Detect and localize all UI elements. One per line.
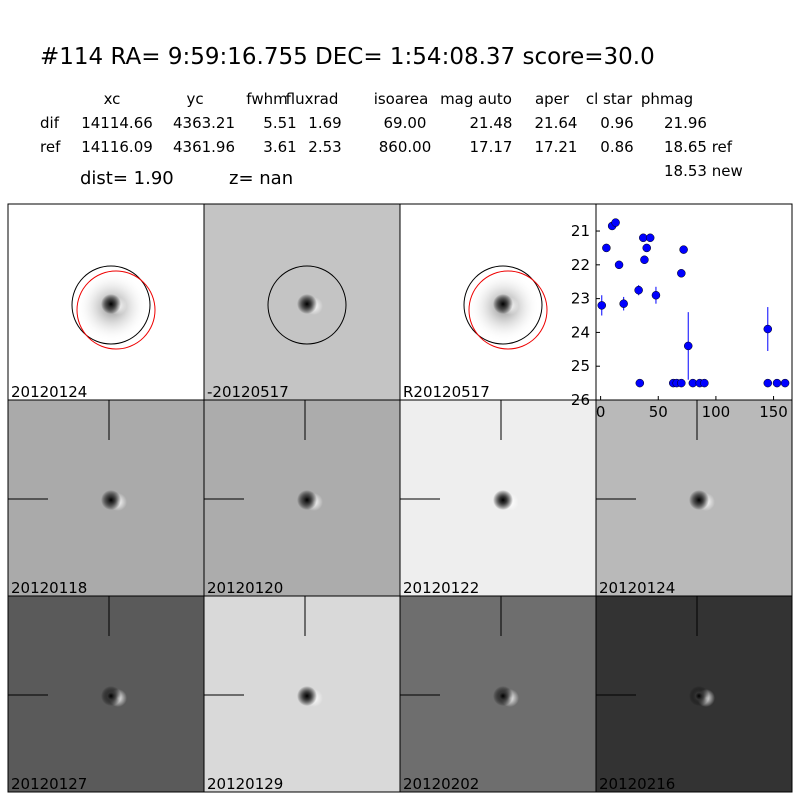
point (602, 243, 611, 253)
column-header: isoarea (374, 90, 429, 108)
panel-label: 20120127 (11, 775, 87, 793)
x-tick-label: 50 (649, 403, 668, 421)
point (651, 290, 661, 300)
column-header: xc (104, 90, 121, 108)
aperture-ref (468, 270, 548, 350)
plot: 0 50 100 150 21 22 23 24 25 26 (571, 203, 793, 421)
source (689, 490, 709, 510)
source (297, 294, 317, 314)
panel-label: 20120216 (599, 775, 675, 793)
panel-label: -20120517 (207, 383, 289, 401)
table-cell: 2.53 (308, 138, 341, 156)
point (634, 285, 643, 295)
source (101, 490, 121, 510)
panel-label: 20120122 (403, 579, 479, 597)
table-cell: 1.69 (308, 114, 341, 132)
table-cell: 4363.21 (173, 114, 235, 132)
aperture (71, 265, 151, 345)
column-header: phmag (641, 90, 693, 108)
panel-label: 20120120 (207, 579, 283, 597)
table-cell: 14116.09 (81, 138, 153, 156)
table-cell: 21.48 (470, 114, 513, 132)
point (635, 378, 645, 388)
source (493, 686, 513, 706)
extra: 18.53 new (664, 162, 743, 180)
source (297, 686, 317, 706)
y-tick-label: 24 (571, 323, 590, 341)
x-tick-label: 0 (596, 403, 606, 421)
point (611, 218, 620, 227)
plot-frame (595, 203, 793, 401)
source (297, 490, 317, 510)
column-header: aper (535, 90, 570, 108)
column-header: fluxrad (286, 90, 339, 108)
y-tick-label: 21 (571, 222, 590, 240)
x-tick-label: 150 (759, 403, 788, 421)
point (645, 233, 655, 243)
dist: dist= 1.90 (80, 168, 174, 189)
table-cell: 0.96 (600, 114, 633, 132)
point (763, 378, 773, 388)
point (677, 378, 686, 388)
point (642, 243, 651, 253)
y-tick-label: 22 (571, 256, 590, 274)
column-header: cl star (586, 90, 633, 108)
table-cell: dif (40, 114, 60, 132)
column-header: fwhm (246, 90, 287, 108)
point (780, 378, 790, 388)
source (493, 294, 513, 314)
panel-label: R20120517 (403, 383, 490, 401)
source (493, 490, 513, 510)
panel-label: 20120202 (403, 775, 479, 793)
point (763, 324, 773, 334)
aperture (463, 265, 543, 345)
y-tick-label: 25 (571, 357, 590, 375)
point (619, 299, 628, 308)
panel-label: 20120129 (207, 775, 283, 793)
table-cell: 17.21 (535, 138, 578, 156)
source (101, 294, 121, 314)
point (597, 301, 607, 310)
panel-label: 20120124 (599, 579, 675, 597)
table-cell: ref (40, 138, 61, 156)
aperture (267, 265, 347, 345)
table-cell: 18.65 ref (664, 138, 733, 156)
source (689, 686, 709, 706)
point (677, 269, 686, 278)
panels: 20120124 -20120517 R20120517 20120118 201201… (7, 203, 793, 793)
column-header: mag auto (440, 90, 512, 108)
table-cell: 21.64 (535, 114, 578, 132)
column-header: yc (186, 90, 203, 108)
table-cell: 4361.96 (173, 138, 235, 156)
point (679, 245, 688, 254)
point (700, 378, 709, 388)
point (614, 260, 624, 270)
y-tick-label: 23 (571, 290, 590, 308)
x-tick-label: 100 (702, 403, 731, 421)
table-cell: 860.00 (379, 138, 432, 156)
point (640, 255, 649, 265)
table-cell: 14114.66 (81, 114, 153, 132)
z: z= nan (229, 168, 293, 189)
panel-label: 20120124 (11, 383, 87, 401)
table-cell: 21.96 (664, 114, 707, 132)
source (101, 686, 121, 706)
table-cell: 3.61 (263, 138, 296, 156)
title: #114 RA= 9:59:16.755 DEC= 1:54:08.37 sco… (40, 44, 655, 70)
table-cell: 0.86 (600, 138, 633, 156)
point (772, 378, 782, 388)
y-tick-label: 26 (571, 391, 590, 409)
table-cell: 17.17 (470, 138, 513, 156)
point (683, 341, 693, 351)
panel-label: 20120118 (11, 579, 87, 597)
table-cell: 5.51 (263, 114, 296, 132)
aperture-ref (76, 270, 156, 350)
table-cell: 69.00 (384, 114, 427, 132)
